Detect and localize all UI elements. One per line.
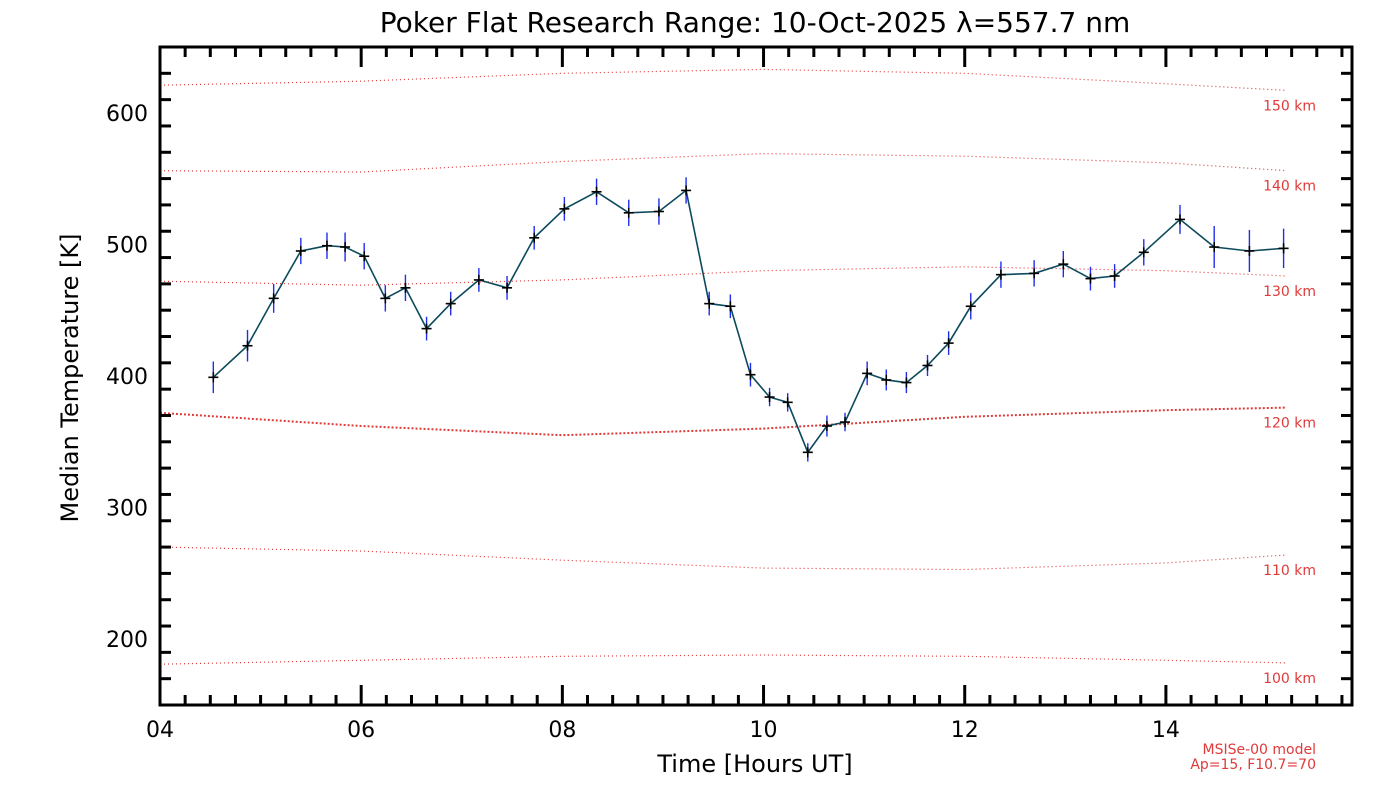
axes-layer: 04 06 08 10 12 14 200 300 400 500 600	[106, 45, 1354, 743]
y-tick-label: 400	[106, 365, 148, 390]
altitude-label: 150 km	[1263, 98, 1316, 114]
y-axis-title: Median Temperature [K]	[56, 233, 84, 522]
model-line	[159, 546, 1287, 571]
plot-frame	[158, 45, 1354, 707]
altitude-label: 110 km	[1263, 563, 1316, 579]
series-line	[212, 188, 1284, 454]
chart-title: Poker Flat Research Range: 10-Oct-2025 λ…	[380, 6, 1131, 39]
y-tick-label: 200	[106, 628, 148, 653]
y-tick-label: 500	[106, 233, 148, 258]
model-note-line-1: MSISe-00 model	[1202, 742, 1316, 758]
x-tick-label: 14	[1152, 718, 1180, 743]
model-line	[159, 152, 1287, 173]
altitude-label: 140 km	[1263, 179, 1316, 195]
altitude-label: 120 km	[1263, 416, 1316, 432]
model-line	[159, 654, 1287, 665]
x-tick-label: 04	[146, 718, 174, 743]
x-tick-label: 10	[750, 718, 778, 743]
series-layer	[208, 177, 1289, 462]
model-line	[159, 68, 1287, 91]
model-note-line-2: Ap=15, F10.7=70	[1190, 757, 1316, 773]
y-tick-label: 300	[106, 497, 148, 522]
x-tick-label: 08	[548, 718, 576, 743]
altitude-label: 130 km	[1263, 284, 1316, 300]
model-lines-layer: 150 km 140 km 130 km 120 km 110 km 100 km	[159, 68, 1316, 687]
x-tick-label: 06	[347, 718, 375, 743]
model-line	[159, 406, 1287, 437]
y-tick-label: 600	[106, 102, 148, 127]
x-axis-title: Time [Hours UT]	[656, 750, 852, 778]
x-tick-label: 12	[951, 718, 979, 743]
altitude-label: 100 km	[1263, 671, 1316, 687]
